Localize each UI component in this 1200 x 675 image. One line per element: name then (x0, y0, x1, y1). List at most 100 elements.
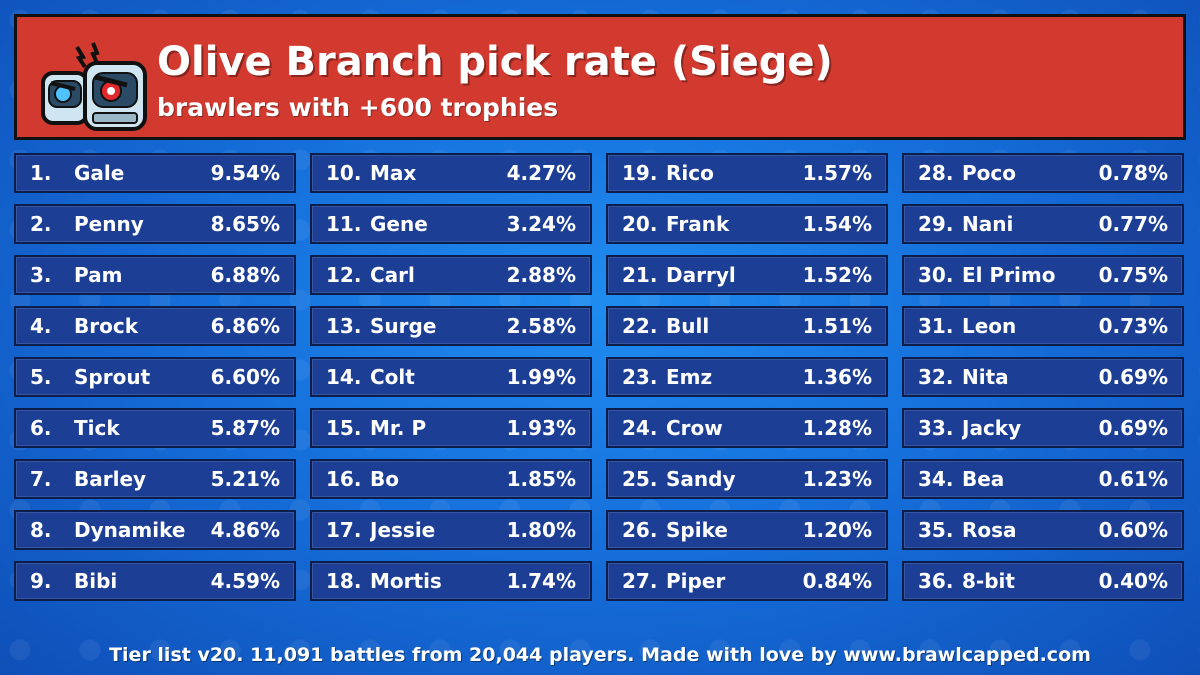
brawler-name: Pam (74, 263, 123, 287)
brawler-row: 36. 8-bit 0.40% (902, 561, 1184, 601)
rank-label: 21. (622, 263, 658, 287)
brawler-row: 22. Bull 1.51% (606, 306, 888, 346)
brawler-row: 25. Sandy 1.23% (606, 459, 888, 499)
brawler-row: 13. Surge 2.58% (310, 306, 592, 346)
brawler-name: Leon (962, 314, 1017, 338)
brawler-row: 28. Poco 0.78% (902, 153, 1184, 193)
pick-rate-grid: 1. Gale 9.54% 10. Max 4.27% 19. Rico 1.57% 28. Poc… (14, 153, 1184, 601)
rank-label: 4. (30, 314, 52, 338)
pick-rate-value: 9.54% (210, 161, 280, 185)
brawler-name: Colt (370, 365, 415, 389)
rank-label: 18. (326, 569, 362, 593)
angry-robot-heads-icon (41, 42, 147, 131)
brawler-name: Gale (74, 161, 125, 185)
brawler-name: Piper (666, 569, 726, 593)
brawler-name: Barley (74, 467, 147, 491)
brawler-name: Nita (962, 365, 1009, 389)
rank-label: 5. (30, 365, 52, 389)
brawler-row: 19. Rico 1.57% (606, 153, 888, 193)
brawler-row: 6. Tick 5.87% (14, 408, 296, 448)
brawler-name: Emz (666, 365, 713, 389)
brawler-row: 27. Piper 0.84% (606, 561, 888, 601)
brawler-name: Penny (74, 212, 144, 236)
brawler-name: Poco (962, 161, 1016, 185)
brawler-row: 35. Rosa 0.60% (902, 510, 1184, 550)
rank-label: 20. (622, 212, 658, 236)
rank-label: 34. (918, 467, 954, 491)
brawler-name: Tick (74, 416, 120, 440)
rank-label: 24. (622, 416, 658, 440)
brawler-row: 3. Pam 6.88% (14, 255, 296, 295)
brawler-name: Max (370, 161, 417, 185)
brawler-name: Mr. P (370, 416, 427, 440)
pick-rate-value: 2.88% (506, 263, 576, 287)
rank-label: 8. (30, 518, 52, 542)
pick-rate-value: 0.69% (1098, 416, 1168, 440)
brawler-row: 5. Sprout 6.60% (14, 357, 296, 397)
rank-label: 1. (30, 161, 52, 185)
rank-label: 15. (326, 416, 362, 440)
pick-rate-value: 6.60% (210, 365, 280, 389)
rank-label: 2. (30, 212, 52, 236)
pick-rate-value: 1.36% (802, 365, 872, 389)
brawler-row: 12. Carl 2.88% (310, 255, 592, 295)
rank-label: 13. (326, 314, 362, 338)
rank-label: 26. (622, 518, 658, 542)
brawler-name: Sandy (666, 467, 736, 491)
pick-rate-value: 1.28% (802, 416, 872, 440)
rank-label: 31. (918, 314, 954, 338)
brawler-name: Nani (962, 212, 1014, 236)
brawler-name: Bull (666, 314, 710, 338)
brawler-row: 2. Penny 8.65% (14, 204, 296, 244)
rank-label: 7. (30, 467, 52, 491)
rank-label: 29. (918, 212, 954, 236)
header-banner: Olive Branch pick rate (Siege) brawlers … (14, 14, 1186, 140)
pick-rate-value: 1.52% (802, 263, 872, 287)
pick-rate-value: 0.40% (1098, 569, 1168, 593)
rank-label: 3. (30, 263, 52, 287)
pick-rate-value: 4.27% (506, 161, 576, 185)
rank-label: 28. (918, 161, 954, 185)
brawler-name: Frank (666, 212, 730, 236)
brawler-row: 7. Barley 5.21% (14, 459, 296, 499)
brawler-name: Carl (370, 263, 415, 287)
brawler-row: 33. Jacky 0.69% (902, 408, 1184, 448)
pick-rate-value: 1.99% (506, 365, 576, 389)
brawler-row: 9. Bibi 4.59% (14, 561, 296, 601)
rank-label: 16. (326, 467, 362, 491)
brawler-row: 20. Frank 1.54% (606, 204, 888, 244)
brawler-name: Rosa (962, 518, 1017, 542)
pick-rate-value: 1.80% (506, 518, 576, 542)
brawler-name: Spike (666, 518, 728, 542)
pick-rate-value: 1.51% (802, 314, 872, 338)
pick-rate-value: 4.59% (210, 569, 280, 593)
brawler-row: 31. Leon 0.73% (902, 306, 1184, 346)
brawler-name: El Primo (962, 263, 1056, 287)
brawler-name: Rico (666, 161, 714, 185)
pick-rate-value: 5.87% (210, 416, 280, 440)
rank-label: 17. (326, 518, 362, 542)
pick-rate-value: 5.21% (210, 467, 280, 491)
page-title: Olive Branch pick rate (Siege) (157, 39, 833, 85)
brawler-row: 30. El Primo 0.75% (902, 255, 1184, 295)
brawler-row: 1. Gale 9.54% (14, 153, 296, 193)
pick-rate-value: 1.23% (802, 467, 872, 491)
brawler-row: 10. Max 4.27% (310, 153, 592, 193)
rank-label: 30. (918, 263, 954, 287)
pick-rate-value: 6.88% (210, 263, 280, 287)
pick-rate-value: 1.54% (802, 212, 872, 236)
brawler-row: 29. Nani 0.77% (902, 204, 1184, 244)
pick-rate-value: 0.84% (802, 569, 872, 593)
pick-rate-value: 1.93% (506, 416, 576, 440)
brawler-name: Bibi (74, 569, 118, 593)
brawler-name: Sprout (74, 365, 151, 389)
brawler-row: 23. Emz 1.36% (606, 357, 888, 397)
brawler-name: 8-bit (962, 569, 1015, 593)
rank-label: 11. (326, 212, 362, 236)
brawler-row: 34. Bea 0.61% (902, 459, 1184, 499)
brawler-row: 21. Darryl 1.52% (606, 255, 888, 295)
rank-label: 9. (30, 569, 52, 593)
rank-label: 27. (622, 569, 658, 593)
brawler-name: Bea (962, 467, 1005, 491)
brawler-row: 32. Nita 0.69% (902, 357, 1184, 397)
